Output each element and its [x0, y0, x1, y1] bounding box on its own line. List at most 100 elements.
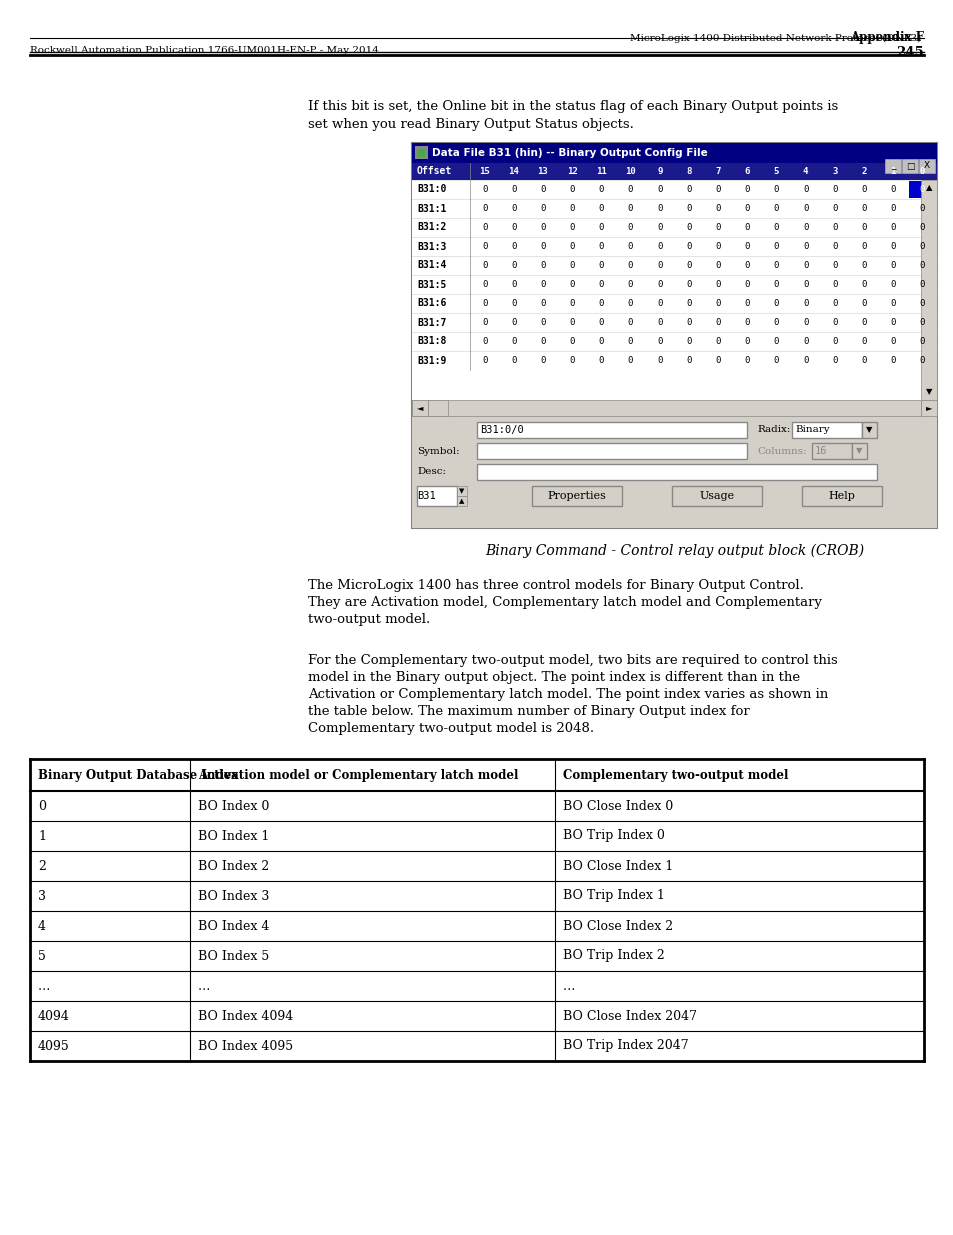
Text: 0: 0: [598, 224, 603, 232]
Text: B31:2: B31:2: [416, 222, 446, 232]
Bar: [412, 143, 936, 163]
Text: 0: 0: [743, 185, 749, 194]
Text: 0: 0: [743, 242, 749, 251]
Text: B31:6: B31:6: [416, 299, 446, 309]
Text: 0: 0: [569, 242, 575, 251]
Text: 0: 0: [861, 261, 866, 270]
Text: 0: 0: [802, 185, 807, 194]
Bar: [30, 941, 923, 971]
Bar: [908, 182, 935, 198]
Bar: [901, 159, 917, 173]
Bar: [30, 911, 923, 941]
Text: 8: 8: [685, 167, 691, 177]
Text: Activation or Complementary latch model. The point index varies as shown in: Activation or Complementary latch model.…: [308, 688, 827, 701]
Text: BO Trip Index 2047: BO Trip Index 2047: [562, 1040, 688, 1052]
Text: 3: 3: [38, 889, 46, 903]
Text: 0: 0: [919, 317, 924, 327]
Bar: [791, 422, 862, 438]
Text: 0: 0: [919, 280, 924, 289]
Bar: [476, 443, 746, 459]
Text: 6: 6: [743, 167, 749, 177]
Text: ▼: ▼: [458, 488, 464, 494]
Text: 0: 0: [627, 242, 633, 251]
Text: BO Close Index 2: BO Close Index 2: [562, 920, 673, 932]
Text: B31:1: B31:1: [416, 204, 446, 214]
Bar: [851, 443, 866, 459]
Text: 0: 0: [919, 356, 924, 366]
Text: ▲: ▲: [458, 498, 464, 504]
Text: 11: 11: [596, 167, 606, 177]
Text: 0: 0: [598, 299, 603, 308]
Text: 0: 0: [481, 299, 487, 308]
Bar: [456, 487, 467, 496]
Text: 1: 1: [889, 167, 895, 177]
Text: 0: 0: [715, 280, 720, 289]
Bar: [476, 422, 746, 438]
Text: 0: 0: [831, 204, 837, 212]
Text: 0: 0: [919, 261, 924, 270]
Text: 0: 0: [889, 261, 895, 270]
Text: 0: 0: [715, 261, 720, 270]
Text: Offset: Offset: [416, 167, 452, 177]
Text: 0: 0: [539, 356, 545, 366]
Text: BO Index 4094: BO Index 4094: [198, 1009, 293, 1023]
Text: …: …: [38, 979, 51, 993]
Text: ▼: ▼: [864, 426, 871, 435]
Bar: [30, 821, 923, 851]
Text: 0: 0: [802, 356, 807, 366]
Text: 5: 5: [38, 950, 46, 962]
Text: 0: 0: [598, 356, 603, 366]
Text: 16: 16: [814, 446, 826, 456]
Text: BO Index 4: BO Index 4: [198, 920, 269, 932]
Text: 0: 0: [861, 356, 866, 366]
Text: 0: 0: [919, 242, 924, 251]
Text: For the Complementary two-output model, two bits are required to control this: For the Complementary two-output model, …: [308, 655, 837, 667]
Bar: [532, 487, 621, 506]
Text: 0: 0: [657, 317, 661, 327]
Text: 0: 0: [511, 299, 516, 308]
Bar: [671, 487, 761, 506]
Text: 0: 0: [511, 185, 516, 194]
Text: 0: 0: [743, 317, 749, 327]
Text: 0: 0: [773, 261, 779, 270]
Text: model in the Binary output object. The point index is different than in the: model in the Binary output object. The p…: [308, 671, 800, 684]
Text: Rockwell Automation Publication 1766-UM001H-EN-P - May 2014: Rockwell Automation Publication 1766-UM0…: [30, 46, 378, 56]
Text: 0: 0: [802, 204, 807, 212]
Bar: [412, 143, 936, 529]
Bar: [30, 1031, 923, 1061]
Text: BO Index 0: BO Index 0: [198, 799, 269, 813]
Bar: [412, 416, 936, 529]
Text: 0: 0: [627, 299, 633, 308]
Text: 0: 0: [627, 280, 633, 289]
Text: 2: 2: [38, 860, 46, 872]
Text: 0: 0: [481, 280, 487, 289]
Text: 0: 0: [889, 337, 895, 346]
Bar: [862, 422, 876, 438]
Text: 0: 0: [715, 242, 720, 251]
Text: 0: 0: [743, 204, 749, 212]
Bar: [920, 400, 936, 416]
Text: BO Close Index 0: BO Close Index 0: [562, 799, 673, 813]
Text: BO Trip Index 0: BO Trip Index 0: [562, 830, 664, 842]
Text: BO Trip Index 1: BO Trip Index 1: [562, 889, 664, 903]
Text: 0: 0: [511, 204, 516, 212]
Text: 0: 0: [481, 317, 487, 327]
Text: Binary: Binary: [794, 426, 829, 435]
Text: 0: 0: [743, 280, 749, 289]
Text: The MicroLogix 1400 has three control models for Binary Output Control.: The MicroLogix 1400 has three control mo…: [308, 579, 803, 592]
Text: 0: 0: [919, 167, 924, 177]
Text: 4094: 4094: [38, 1009, 70, 1023]
Text: 0: 0: [685, 242, 691, 251]
Bar: [30, 1002, 923, 1031]
Text: They are Activation model, Complementary latch model and Complementary: They are Activation model, Complementary…: [308, 597, 821, 609]
Bar: [416, 149, 424, 157]
Text: 0: 0: [919, 299, 924, 308]
Text: Complementary two-output model: Complementary two-output model: [562, 768, 787, 782]
Text: 0: 0: [657, 261, 661, 270]
Text: B31:3: B31:3: [416, 242, 446, 252]
Text: ◄: ◄: [416, 404, 423, 412]
Text: □: □: [904, 162, 913, 170]
Text: 0: 0: [685, 337, 691, 346]
Text: 0: 0: [715, 185, 720, 194]
Text: 0: 0: [889, 224, 895, 232]
